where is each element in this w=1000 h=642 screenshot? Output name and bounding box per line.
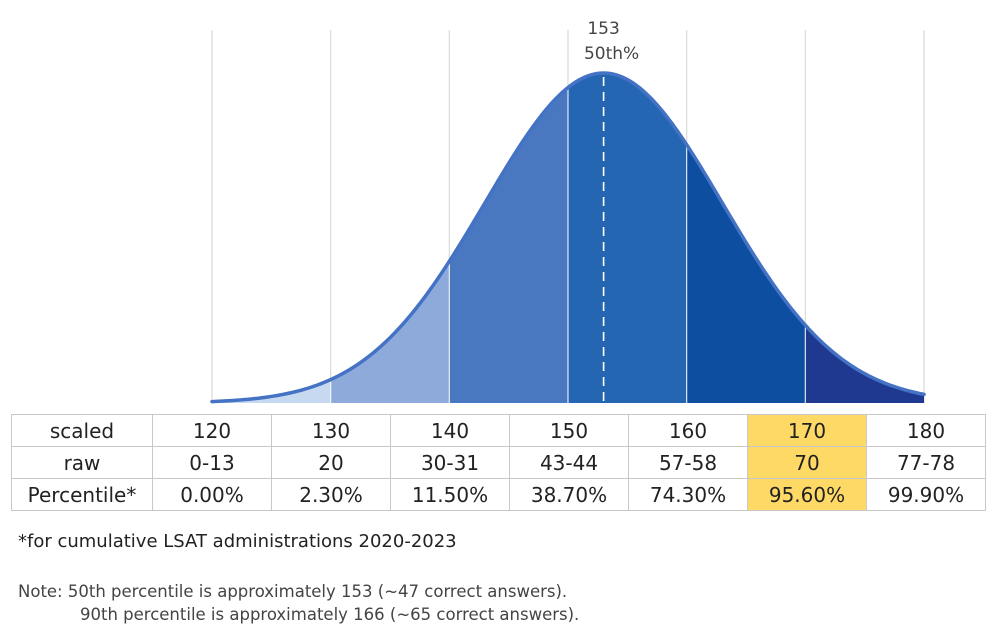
table-cell: 20 bbox=[271, 446, 391, 479]
note-line-1: Note: 50th percentile is approximately 1… bbox=[18, 582, 568, 601]
table-row: raw 0-13 20 30-31 43-44 57-58 70 77-78 bbox=[11, 446, 986, 479]
table-cell: 120 bbox=[152, 414, 272, 447]
table-cell: 150 bbox=[509, 414, 629, 447]
score-table: scaled 120 130 140 150 160 170 180 raw 0-13 20 30-3… bbox=[11, 414, 986, 511]
table-cell: 95.60% bbox=[747, 478, 867, 511]
table-cell: 57-58 bbox=[628, 446, 748, 479]
table-cell: 70 bbox=[747, 446, 867, 479]
table-cell: 30-31 bbox=[390, 446, 510, 479]
table-cell: 99.90% bbox=[866, 478, 986, 511]
table-cell: 0-13 bbox=[152, 446, 272, 479]
curve-line bbox=[210, 71, 926, 404]
distribution-bands bbox=[212, 73, 924, 404]
table-cell: 170 bbox=[747, 414, 867, 447]
table-cell: 130 bbox=[271, 414, 391, 447]
table-cell: 0.00% bbox=[152, 478, 272, 511]
row-label: raw bbox=[11, 446, 153, 479]
band-150-160 bbox=[568, 73, 687, 403]
table-cell: 180 bbox=[866, 414, 986, 447]
row-label: Percentile* bbox=[11, 478, 153, 511]
footnote: *for cumulative LSAT administrations 202… bbox=[18, 531, 457, 552]
bell-curve-chart: 153 50th% bbox=[210, 19, 926, 404]
distribution-curve bbox=[210, 71, 926, 404]
table-cell: 160 bbox=[628, 414, 748, 447]
table-row: Percentile* 0.00% 2.30% 11.50% 38.70% 74.30% 9… bbox=[11, 478, 986, 511]
median-value-label: 153 bbox=[587, 19, 619, 39]
band-170-180 bbox=[805, 325, 924, 403]
median-percentile-label: 50th% bbox=[584, 44, 639, 64]
table-cell: 2.30% bbox=[271, 478, 391, 511]
band-160-170 bbox=[686, 144, 806, 403]
band-140-150 bbox=[449, 87, 568, 404]
table-cell: 43-44 bbox=[509, 446, 629, 479]
median-marker: 153 50th% bbox=[584, 19, 639, 403]
table-row: scaled 120 130 140 150 160 170 180 bbox=[11, 414, 986, 447]
table-cell: 77-78 bbox=[866, 446, 986, 479]
table-cell: 11.50% bbox=[390, 478, 510, 511]
table-cell: 74.30% bbox=[628, 478, 748, 511]
band-120-130 bbox=[212, 379, 331, 403]
band-130-140 bbox=[330, 261, 450, 403]
table-cell: 140 bbox=[390, 414, 510, 447]
table-cell: 38.70% bbox=[509, 478, 629, 511]
note-line-2: 90th percentile is approximately 166 (~6… bbox=[80, 605, 580, 624]
row-label: scaled bbox=[11, 414, 153, 447]
